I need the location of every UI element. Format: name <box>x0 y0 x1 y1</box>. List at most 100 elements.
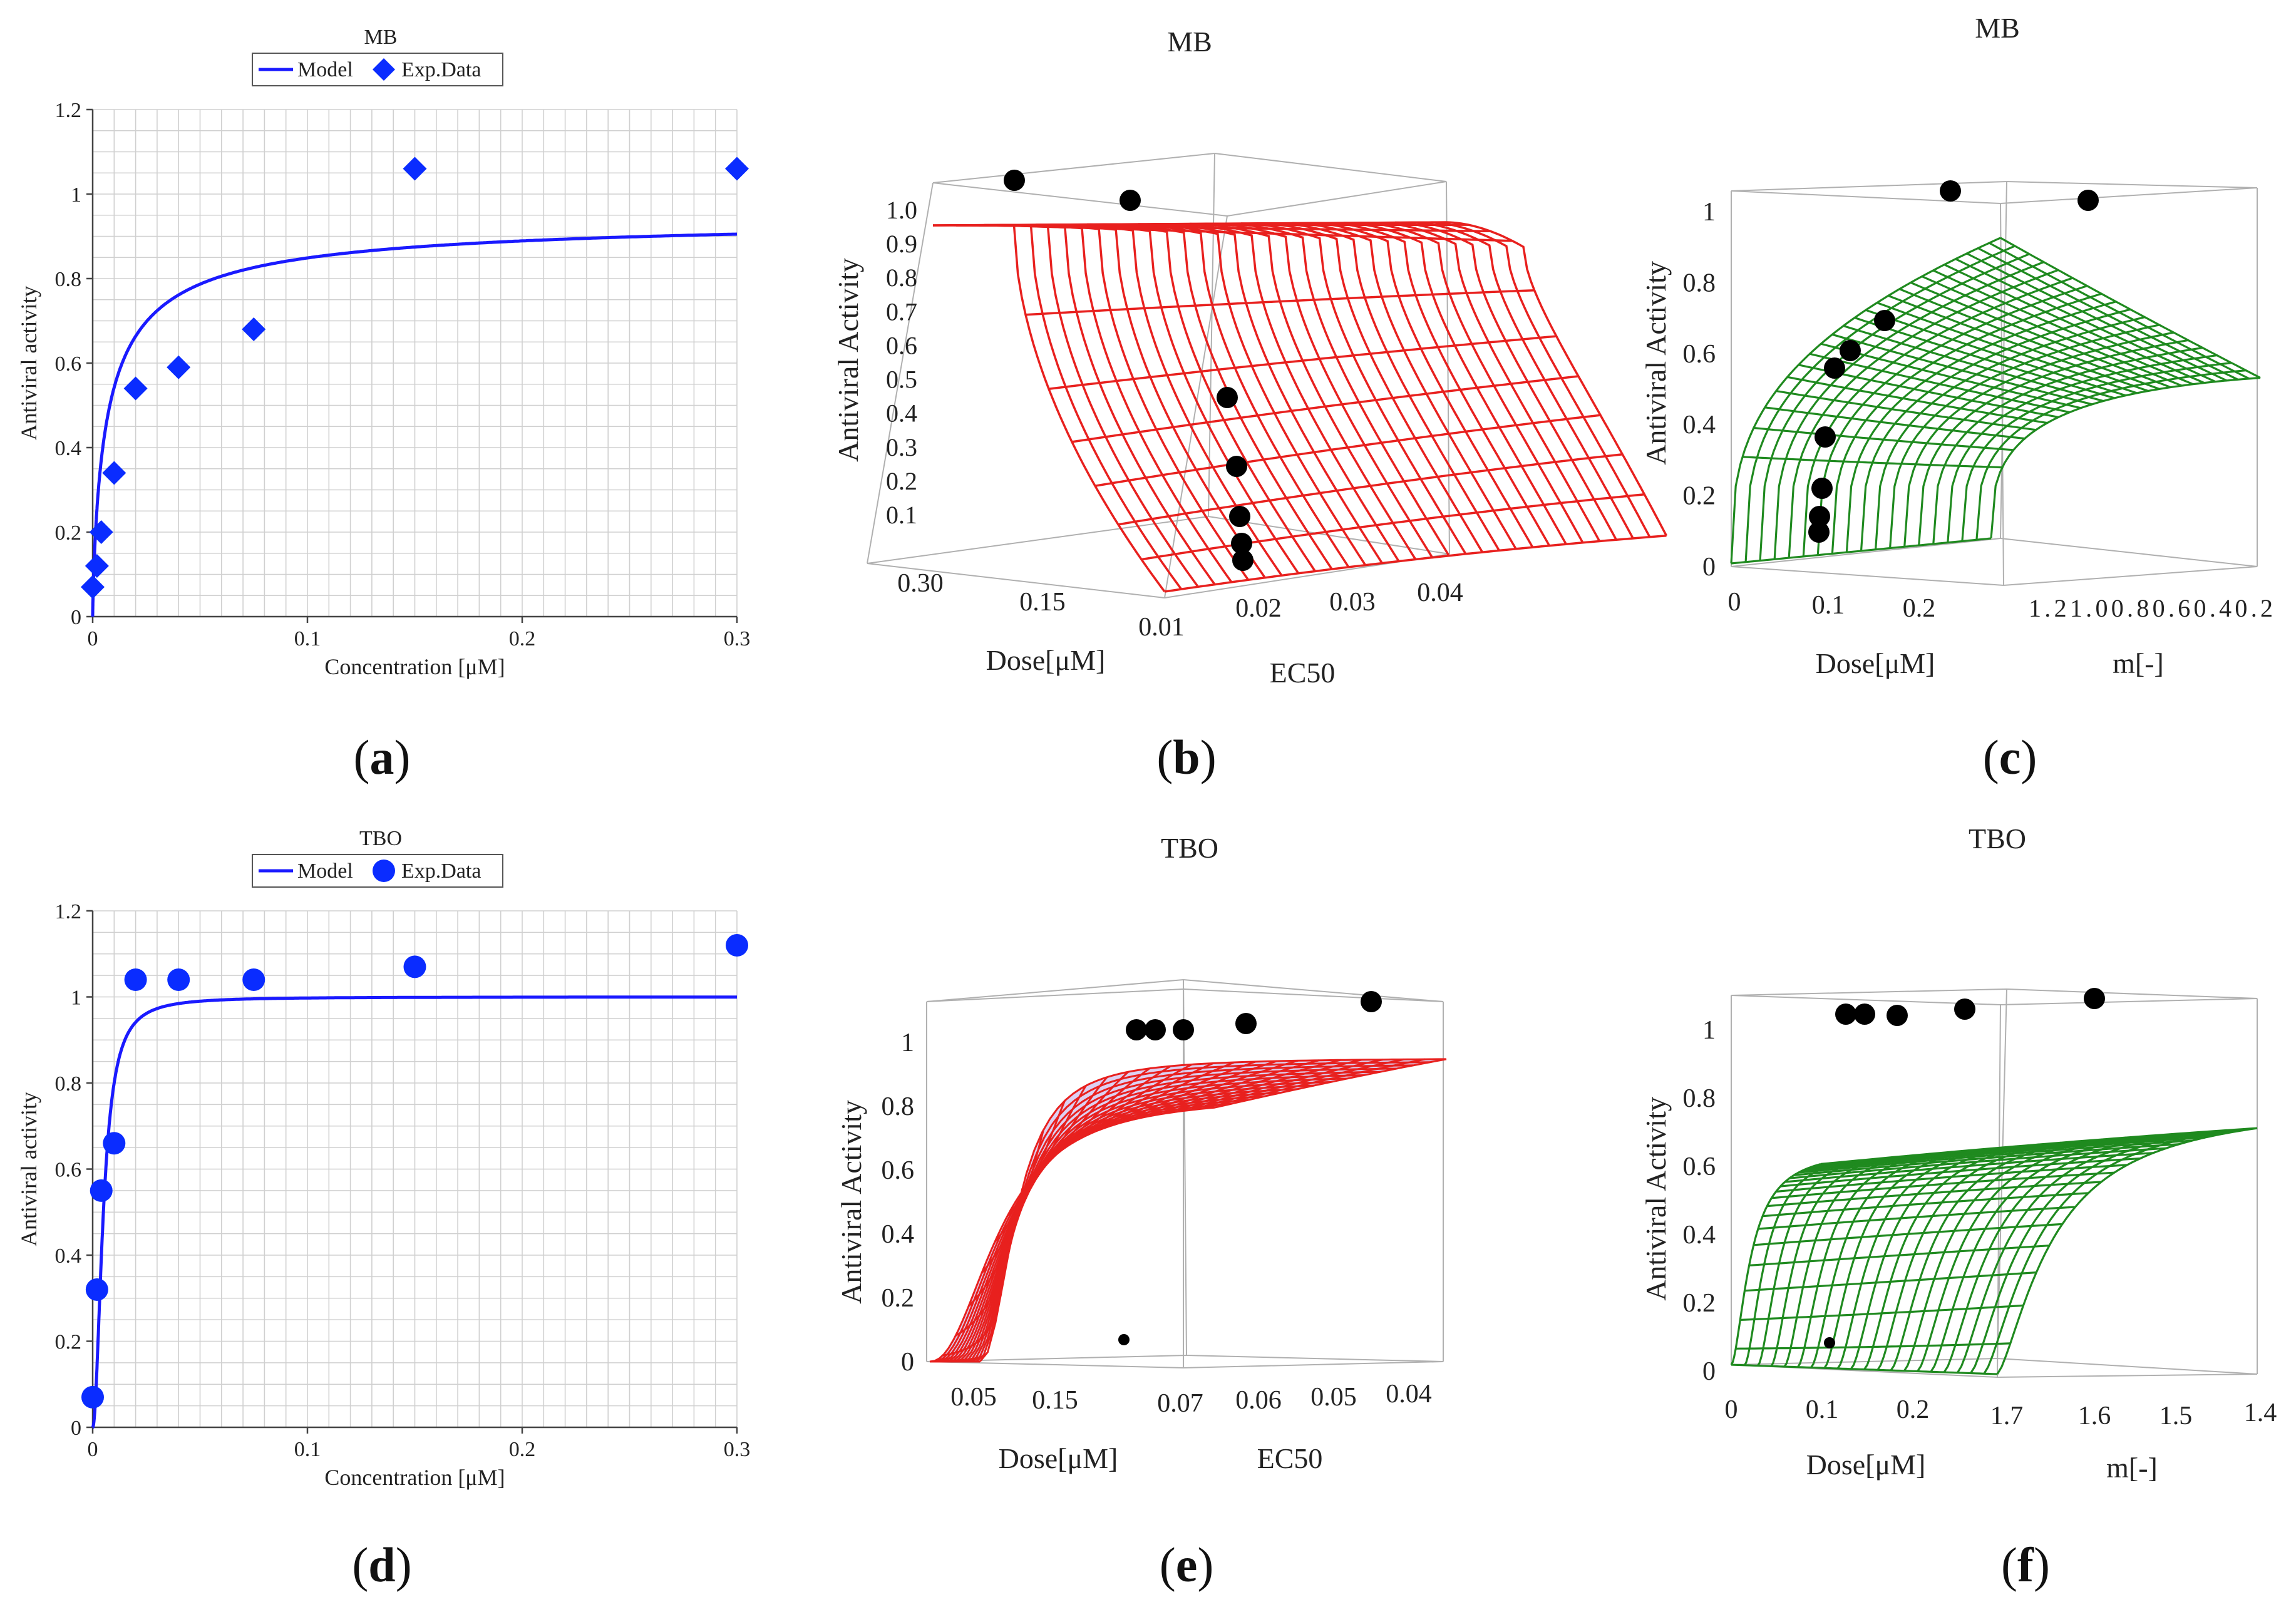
z-tick-label: 0.6 <box>886 331 917 359</box>
chart-title: MB <box>1167 26 1212 58</box>
caption-e: (e) <box>1159 1537 1214 1592</box>
surface-mesh-line <box>1876 302 2138 394</box>
x-axis-label: Dose[μM] <box>999 1442 1118 1474</box>
y-tick-label: 0.8 <box>55 268 82 291</box>
surface-mesh-line <box>1810 352 2070 414</box>
bounding-box-edge <box>1731 995 2001 1005</box>
data-point <box>103 1132 126 1155</box>
data-point <box>90 1179 113 1202</box>
surface-mesh-line <box>1789 1147 2166 1179</box>
bounding-box-edge <box>1183 979 1187 1356</box>
y-tick-label: 0.6 <box>55 352 82 376</box>
bounding-box-edge <box>2000 538 2258 567</box>
surface-mesh-line <box>1865 309 2126 397</box>
surface-mesh-line <box>1201 1058 1426 1110</box>
surface-mesh-line <box>1776 1164 2128 1193</box>
surface-mesh-line <box>1807 1134 2218 1170</box>
y-tick-label: 1.21.00.80.60.40.2 <box>2029 594 2273 622</box>
surface-mesh-line <box>1025 289 1535 316</box>
x-axis-label: Concentration [μM] <box>324 654 505 679</box>
legend-label-exp: Exp.Data <box>401 58 481 81</box>
surface-mesh-line <box>1019 1071 1130 1195</box>
z-axis-label: Antiviral Activity <box>1640 261 1672 465</box>
surface-mesh-line <box>955 1188 1024 1337</box>
surface-mesh-line <box>1767 1181 2102 1208</box>
surface-mesh-line <box>1188 1058 1404 1111</box>
surface-mesh-line <box>1943 264 2205 384</box>
data-point <box>102 461 126 485</box>
surface-mesh-line <box>1803 1136 2206 1172</box>
data-point-3d <box>1824 357 1845 379</box>
data-point <box>124 968 147 991</box>
surface-mesh-line <box>1787 376 2047 424</box>
surface-mesh-line <box>961 1074 1364 1363</box>
data-point <box>85 554 109 578</box>
model-curve <box>91 232 738 617</box>
bounding-box-edge <box>867 182 934 564</box>
surface-mesh-line <box>1731 537 1992 565</box>
y-tick-label: 1 <box>71 183 81 207</box>
data-point <box>123 376 148 401</box>
data-point-3d <box>1126 1019 1147 1040</box>
surface-mesh-line <box>981 1100 1066 1274</box>
data-point-3d <box>1815 426 1836 448</box>
bounding-box-edge <box>1997 1373 2258 1378</box>
z-axis-label: Antiviral Activity <box>1640 1097 1672 1301</box>
chart-title: MB <box>364 26 398 49</box>
y-tick-label: 1.4 <box>2244 1399 2277 1427</box>
surface-mesh-line <box>1002 224 1513 242</box>
x-tick-label: 0.1 <box>294 627 321 650</box>
surface-mesh-line <box>1798 1139 2193 1174</box>
y-tick-label: 1.2 <box>55 99 82 122</box>
z-tick-label: 0.2 <box>882 1284 915 1313</box>
surface-mesh-line <box>1990 376 2261 539</box>
data-point-3d <box>1118 1334 1130 1345</box>
y-tick-label: 0.4 <box>55 437 82 460</box>
z-tick-label: 1.0 <box>886 196 917 224</box>
surface-mesh-line <box>1811 1131 2232 1168</box>
chart-title: MB <box>1975 12 2020 44</box>
bounding-box-edge <box>932 153 1215 183</box>
surface-mesh-line <box>1854 316 2115 399</box>
x-tick-label: 0.15 <box>1032 1386 1078 1415</box>
surface-mesh-line <box>1977 247 2238 381</box>
data-point-3d <box>1235 1013 1257 1034</box>
z-tick-label: 0.1 <box>886 501 917 529</box>
data-point-3d <box>1231 533 1252 554</box>
z-tick-label: 0.6 <box>882 1156 915 1185</box>
data-point <box>85 1278 108 1301</box>
x-tick-label: 0.2 <box>509 627 536 650</box>
surface-mesh-line <box>1240 222 1467 555</box>
surface-mesh-line <box>1753 426 2014 451</box>
surface-mesh-line <box>1771 1171 2114 1199</box>
z-tick-label: 0 <box>901 1348 914 1377</box>
bounding-box-edge <box>1997 1358 2258 1375</box>
data-point <box>242 317 266 341</box>
data-point-3d <box>1811 478 1833 499</box>
y-axis-label: Antiviral activity <box>16 1092 41 1246</box>
z-tick-label: 0.8 <box>1683 1084 1716 1113</box>
y-axis-label: m[-] <box>2106 1452 2158 1484</box>
data-point-3d <box>1229 506 1250 527</box>
y-tick-label: 0.06 <box>1235 1386 1282 1415</box>
legend-marker-exp <box>373 860 395 882</box>
bounding-box-edge <box>2006 988 2258 999</box>
surface-mesh-line <box>1058 1064 1193 1153</box>
x-axis-label: Dose[μM] <box>986 644 1106 676</box>
surface-mesh-line <box>1141 493 1645 561</box>
x-axis-label: Dose[μM] <box>1806 1449 1926 1481</box>
bounding-box-edge <box>2000 187 2258 204</box>
y-tick-label: 0.05 <box>1310 1383 1357 1412</box>
surface-mesh-line <box>1820 1127 2258 1165</box>
bounding-box-edge <box>1731 181 2007 192</box>
z-tick-label: 0.3 <box>886 433 917 461</box>
surface-mesh-line <box>2000 237 2261 379</box>
y-tick-label: 0 <box>71 1417 81 1440</box>
legend-label-exp: Exp.Data <box>401 860 481 883</box>
z-tick-label: 0.2 <box>1683 1289 1716 1318</box>
data-point-3d <box>1808 521 1830 543</box>
x-tick-label: 0.2 <box>1897 1395 1930 1424</box>
z-tick-label: 0.5 <box>886 366 917 394</box>
bounding-box-edge <box>1731 988 2007 996</box>
